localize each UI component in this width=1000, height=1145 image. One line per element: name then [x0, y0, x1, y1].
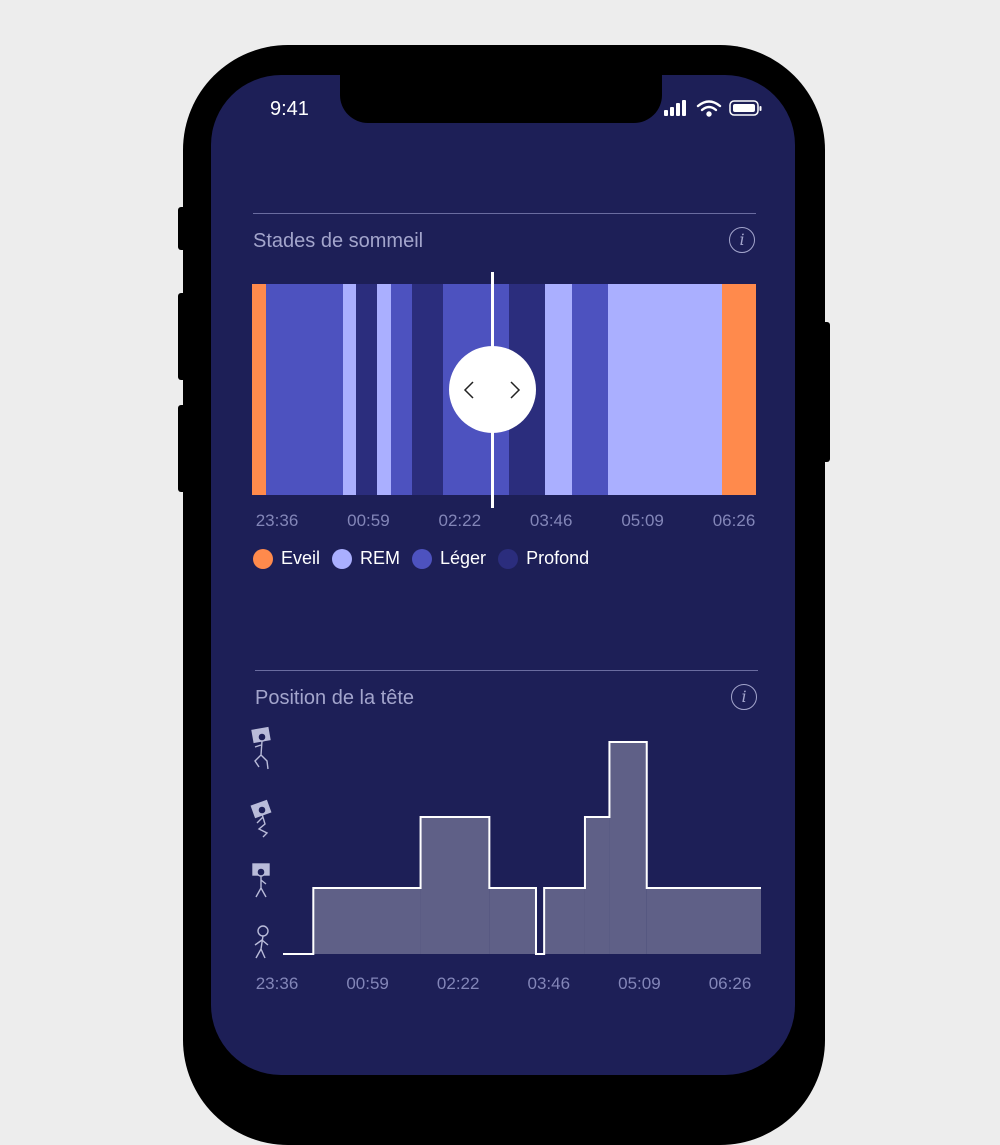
scrub-handle[interactable] — [449, 346, 536, 433]
x-tick-label: 02:22 — [438, 511, 482, 530]
stage-segment-REM — [377, 284, 392, 495]
sleep-stages-title: Stades de sommeil — [253, 230, 424, 252]
wifi-icon — [696, 100, 722, 117]
power-button — [822, 322, 830, 462]
mute-switch — [178, 207, 186, 250]
stage-segment-REM — [544, 284, 573, 495]
legend-label: Eveil — [281, 548, 321, 568]
position-bar — [646, 888, 761, 954]
legend-item: Profond — [498, 548, 589, 569]
divider — [255, 670, 758, 671]
head-position-chart — [283, 741, 761, 955]
notch — [340, 70, 662, 123]
x-tick-label: 05:09 — [618, 974, 661, 993]
tilted-head-icon — [250, 799, 272, 838]
legend-label: Léger — [440, 548, 487, 568]
x-tick-label: 06:26 — [708, 974, 752, 993]
x-tick-label: 03:46 — [529, 511, 573, 530]
legend-item: Léger — [412, 548, 486, 569]
divider — [253, 213, 756, 214]
standing-person-icon — [254, 925, 269, 959]
legend-item: REM — [332, 548, 400, 569]
stage-segment-Léger — [571, 284, 609, 495]
position-line — [283, 741, 761, 955]
stage-segment-Profond — [356, 284, 378, 495]
position-bar — [609, 742, 647, 954]
stage-segment-REM — [342, 284, 357, 495]
stage-segment-Eveil — [252, 284, 267, 495]
battery-icon — [729, 100, 762, 116]
head-position-info-icon[interactable]: i — [731, 684, 757, 710]
x-tick-label: 06:26 — [712, 511, 756, 530]
legend-label: Profond — [526, 548, 590, 568]
legend-swatch — [412, 548, 433, 569]
position-bar — [313, 888, 421, 954]
legend-swatch — [332, 548, 353, 569]
status-icons — [664, 100, 762, 117]
stage-segment-Léger — [390, 284, 413, 495]
x-tick-label: 23:36 — [255, 511, 299, 530]
signal-icon — [664, 100, 686, 116]
status-time: 9:41 — [270, 98, 309, 120]
x-tick-label: 00:59 — [347, 511, 390, 530]
raised-head-icon — [251, 726, 271, 770]
x-tick-label: 02:22 — [436, 974, 480, 993]
position-bar — [544, 888, 585, 954]
position-bar — [489, 888, 536, 954]
legend-label: REM — [360, 548, 401, 568]
volume-down-button — [178, 405, 186, 492]
head-position-title: Position de la tête — [255, 687, 414, 709]
position-icons — [250, 726, 272, 959]
stage-segment-Eveil — [721, 284, 757, 495]
legend: Eveil REM Léger Profond — [253, 548, 589, 569]
x-tick-label: 23:36 — [255, 974, 299, 993]
sleep-stages-info-icon[interactable]: i — [729, 227, 755, 253]
legend-swatch — [498, 548, 519, 569]
flat-head-icon — [252, 863, 270, 898]
stage-segment-Profond — [411, 284, 444, 495]
legend-swatch — [253, 548, 273, 569]
x-tick-label: 05:09 — [621, 511, 664, 530]
stage-segment-REM — [608, 284, 723, 495]
x-tick-label: 00:59 — [346, 974, 389, 993]
position-bar — [420, 817, 490, 954]
legend-item: Eveil — [253, 548, 320, 569]
x-tick-label: 03:46 — [527, 974, 571, 993]
stage-segment-Léger — [265, 284, 344, 495]
position-bar — [584, 817, 610, 954]
volume-up-button — [178, 293, 186, 380]
chevron-left-right-icon — [463, 381, 521, 399]
sleep-stages-chart — [252, 284, 757, 495]
